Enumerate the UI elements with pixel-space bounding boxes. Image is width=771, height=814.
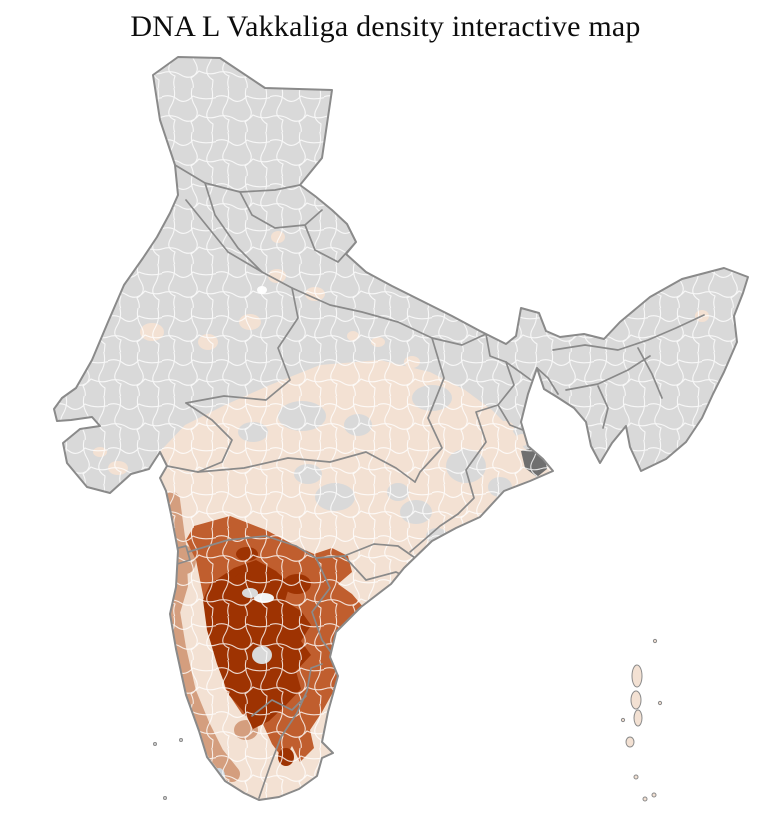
- lakshadweep-islands[interactable]: [153, 738, 183, 800]
- india-outline: [53, 56, 749, 801]
- map-title: DNA L Vakkaliga density interactive map: [130, 10, 641, 43]
- andaman-nicobar-islands[interactable]: [620, 638, 663, 802]
